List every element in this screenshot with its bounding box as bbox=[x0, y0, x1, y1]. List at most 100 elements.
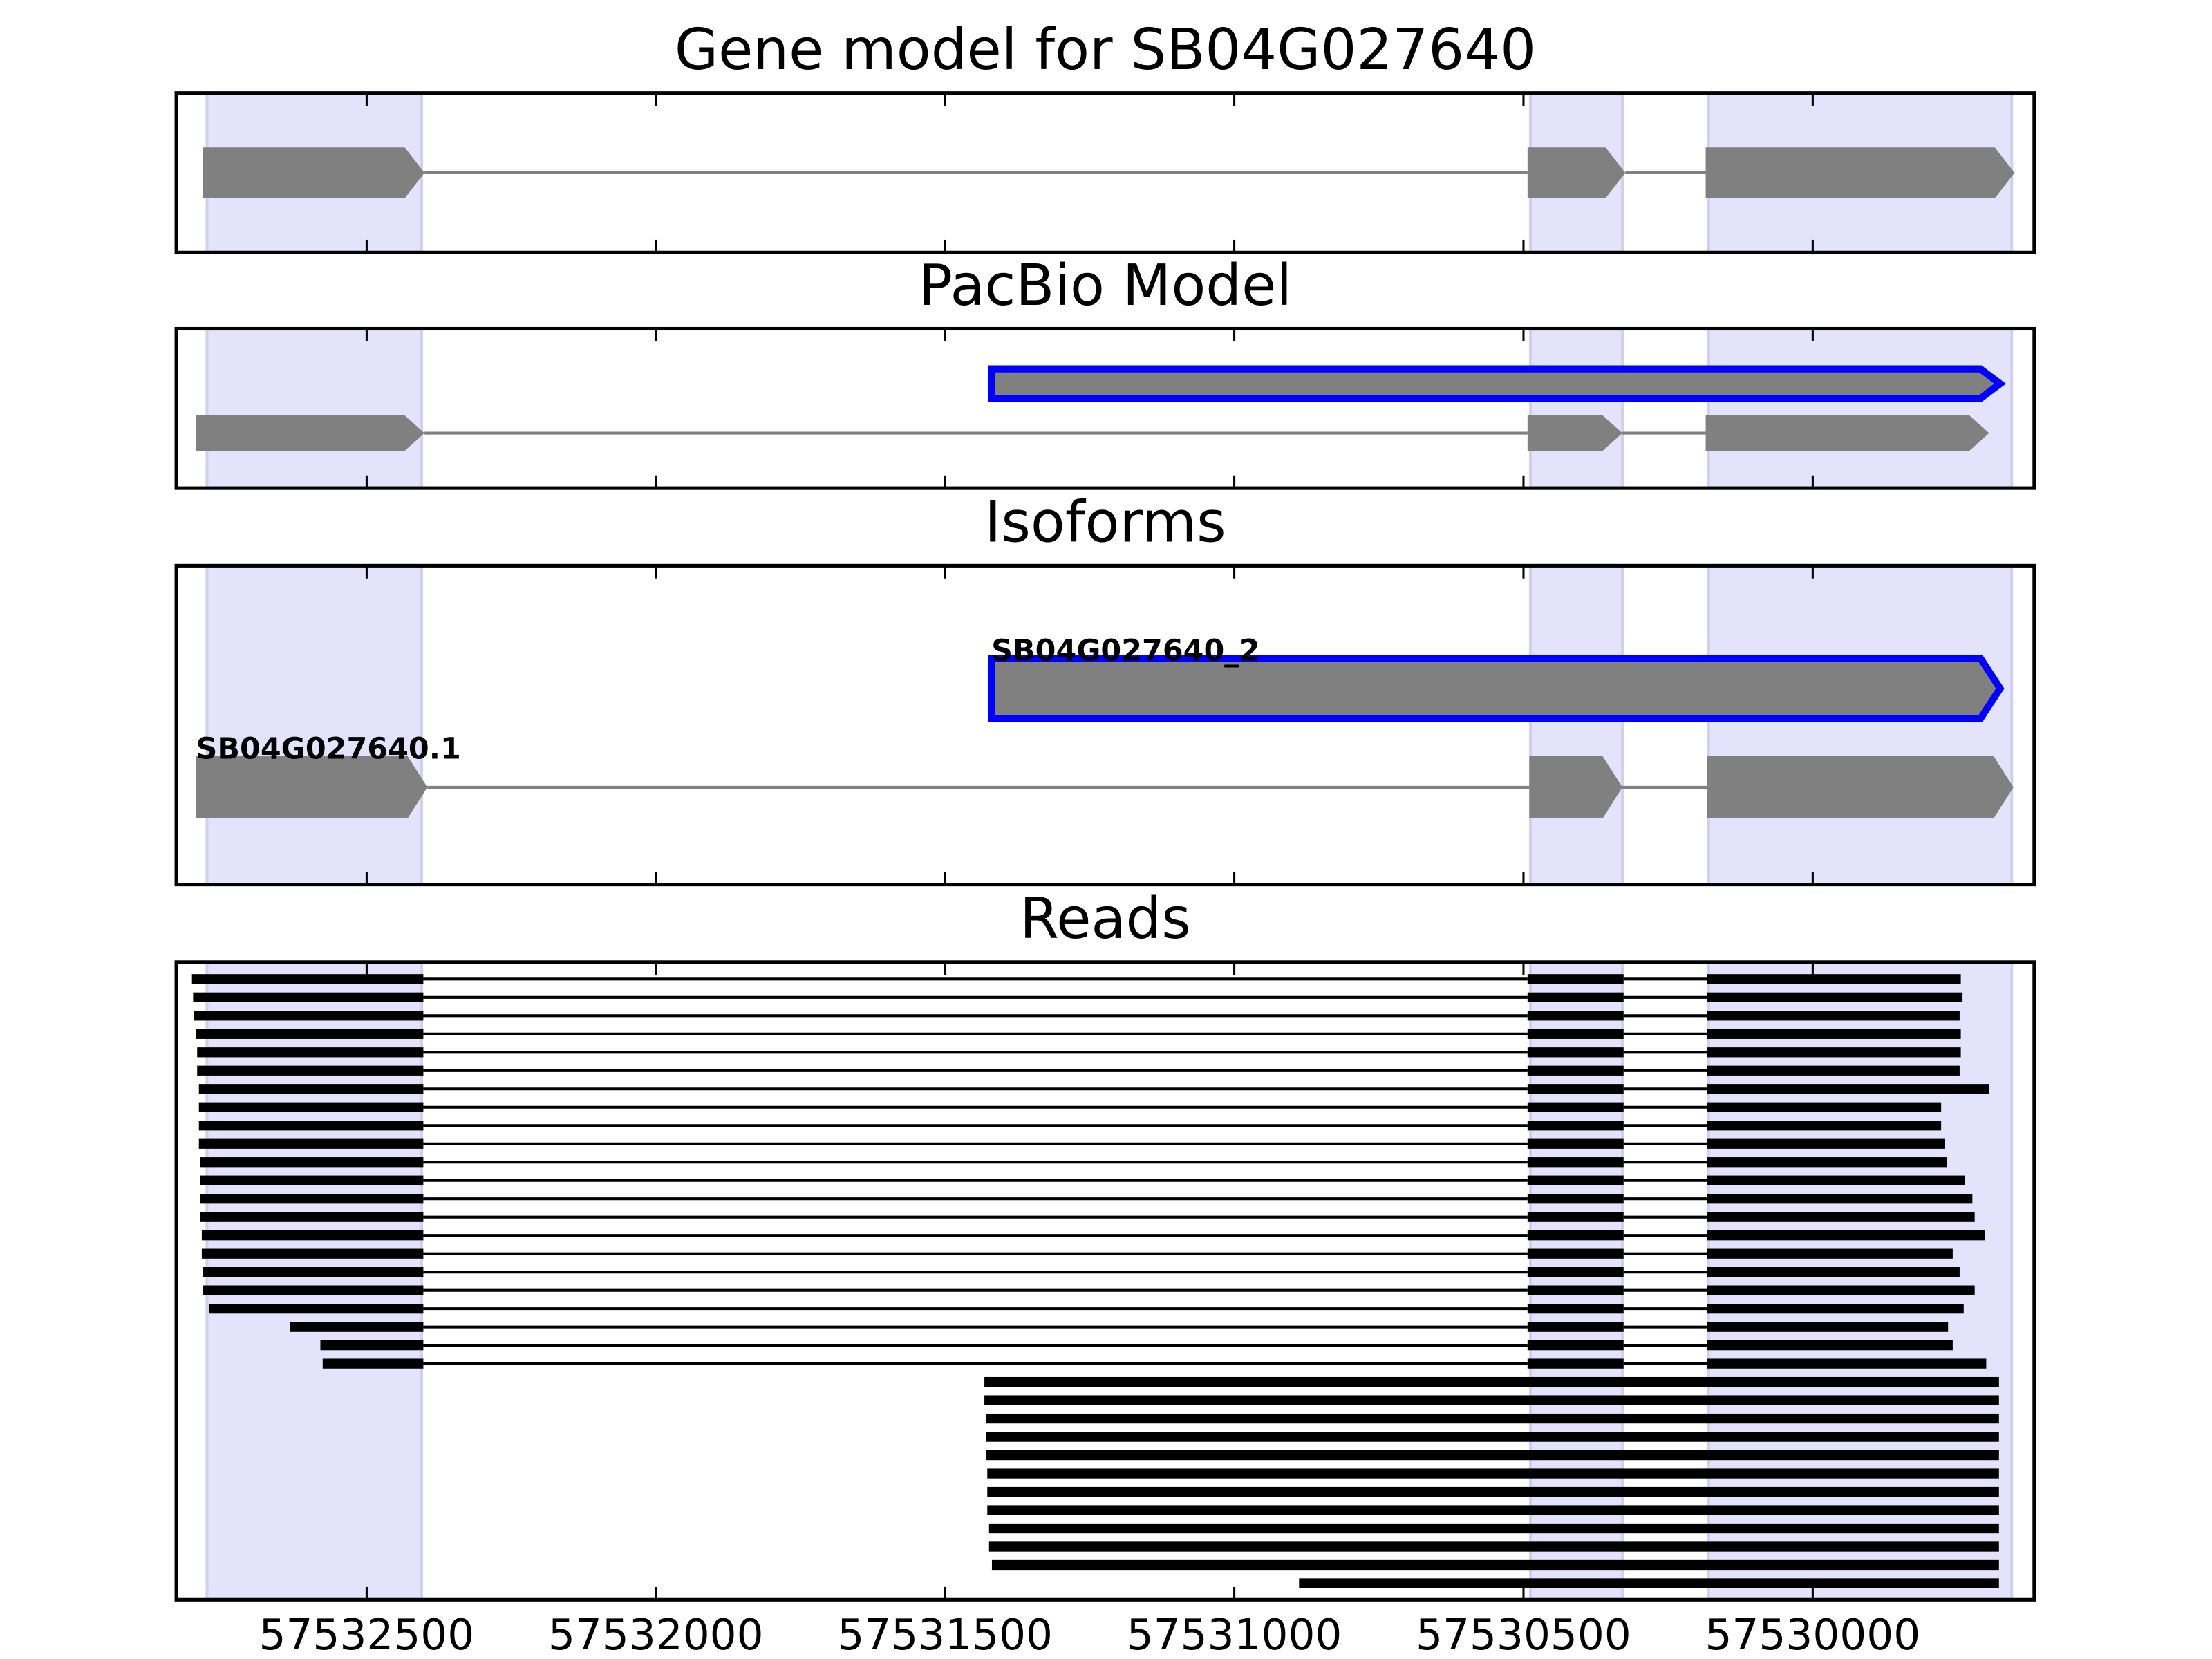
highlight bbox=[205, 564, 423, 886]
highlight bbox=[205, 327, 423, 490]
read-block bbox=[1527, 1011, 1624, 1021]
read-block bbox=[1707, 1029, 1961, 1039]
read-block bbox=[201, 1230, 424, 1241]
highlight bbox=[1528, 327, 1624, 490]
read-block bbox=[194, 1011, 424, 1021]
read-block bbox=[1527, 1322, 1624, 1332]
read-block bbox=[1707, 1065, 1960, 1076]
read-block bbox=[1527, 1065, 1624, 1076]
read-block bbox=[1299, 1578, 1999, 1588]
read-block bbox=[198, 1102, 424, 1112]
read-block bbox=[198, 1121, 424, 1131]
read-block bbox=[1707, 1011, 1960, 1021]
read-block bbox=[986, 1432, 1999, 1442]
read-block bbox=[1707, 992, 1963, 1002]
read-block bbox=[987, 1486, 1999, 1497]
read-block bbox=[1707, 1212, 1975, 1222]
read-block bbox=[1707, 1340, 1953, 1351]
read-block bbox=[1527, 1248, 1624, 1259]
exon bbox=[1527, 147, 1626, 198]
exon bbox=[988, 654, 2005, 722]
exon bbox=[196, 415, 425, 451]
read-block bbox=[1527, 1267, 1624, 1277]
read-block bbox=[1527, 1047, 1624, 1058]
read-block bbox=[1707, 1121, 1942, 1131]
highlight bbox=[1528, 960, 1624, 1602]
read-block bbox=[1527, 1285, 1624, 1295]
read-block bbox=[1707, 1304, 1964, 1314]
highlight bbox=[1707, 327, 2014, 490]
exon bbox=[1705, 147, 2015, 198]
read-block bbox=[1707, 1194, 1973, 1204]
read-block bbox=[1527, 1029, 1624, 1039]
read-block bbox=[198, 1084, 424, 1094]
read-block bbox=[1527, 1084, 1624, 1094]
read-block bbox=[200, 1157, 424, 1168]
read-block bbox=[988, 1541, 1999, 1552]
read-block bbox=[1527, 974, 1624, 984]
panel-frame bbox=[174, 563, 2036, 887]
read-block bbox=[1527, 1358, 1624, 1369]
panel-title: Reads bbox=[1020, 886, 1191, 952]
exon bbox=[1529, 756, 1623, 818]
read-block bbox=[984, 1376, 1999, 1387]
isoform-label: SB04G027640_2 bbox=[991, 633, 1259, 668]
read-block bbox=[1707, 1285, 1975, 1295]
read-block bbox=[1527, 1102, 1624, 1112]
read-block bbox=[1707, 1322, 1949, 1332]
read-block bbox=[203, 1267, 424, 1277]
read-block bbox=[987, 1468, 1999, 1479]
read-block bbox=[193, 992, 424, 1002]
read-block bbox=[1527, 1230, 1624, 1241]
x-tick-label: 57532000 bbox=[548, 1611, 764, 1659]
read-block bbox=[1527, 1304, 1624, 1314]
read-block bbox=[201, 1248, 424, 1259]
read-block bbox=[1707, 1084, 1989, 1094]
read-block bbox=[203, 1285, 424, 1295]
exon bbox=[1527, 415, 1623, 451]
panel-frame bbox=[174, 91, 2036, 254]
highlight bbox=[205, 960, 423, 1602]
read-block bbox=[1527, 1212, 1624, 1222]
read-block bbox=[1707, 1230, 1985, 1241]
read-block bbox=[197, 1065, 424, 1076]
read-block bbox=[197, 1047, 424, 1058]
x-tick-label: 57531500 bbox=[837, 1611, 1053, 1659]
read-block bbox=[1707, 1102, 1942, 1112]
x-tick-label: 57530000 bbox=[1705, 1611, 1921, 1659]
read-block bbox=[196, 1029, 424, 1039]
exon bbox=[196, 756, 428, 818]
read-block bbox=[1527, 1194, 1624, 1204]
read-block bbox=[1707, 1157, 1947, 1168]
read-block bbox=[1527, 992, 1624, 1002]
read-block bbox=[991, 1559, 1999, 1571]
read-block bbox=[1707, 974, 1961, 984]
read-block bbox=[320, 1340, 424, 1351]
read-block bbox=[200, 1212, 424, 1222]
x-tick-label: 57532500 bbox=[259, 1611, 475, 1659]
read-block bbox=[290, 1322, 424, 1332]
panel-title: Isoforms bbox=[984, 490, 1226, 556]
read-block bbox=[1527, 1138, 1624, 1149]
read-block bbox=[988, 1523, 1999, 1534]
highlight bbox=[1528, 564, 1624, 886]
x-tick-label: 57530500 bbox=[1416, 1611, 1631, 1659]
read-block bbox=[1527, 1175, 1624, 1185]
exon bbox=[988, 365, 2006, 402]
x-tick-label: 57531000 bbox=[1127, 1611, 1342, 1659]
read-block bbox=[1707, 1175, 1965, 1185]
exon bbox=[203, 147, 425, 198]
read-block bbox=[208, 1304, 424, 1314]
panel-frame bbox=[174, 960, 2036, 1602]
panel-frame bbox=[174, 326, 2036, 490]
highlight bbox=[1707, 960, 2014, 1602]
read-block bbox=[1707, 1138, 1945, 1149]
read-block bbox=[986, 1413, 1999, 1424]
read-block bbox=[198, 1138, 424, 1149]
read-block bbox=[1527, 1157, 1624, 1168]
exon bbox=[1705, 415, 1989, 451]
read-block bbox=[984, 1395, 1999, 1405]
panel-title: Gene model for SB04G027640 bbox=[675, 17, 1536, 83]
read-block bbox=[1707, 1248, 1953, 1259]
